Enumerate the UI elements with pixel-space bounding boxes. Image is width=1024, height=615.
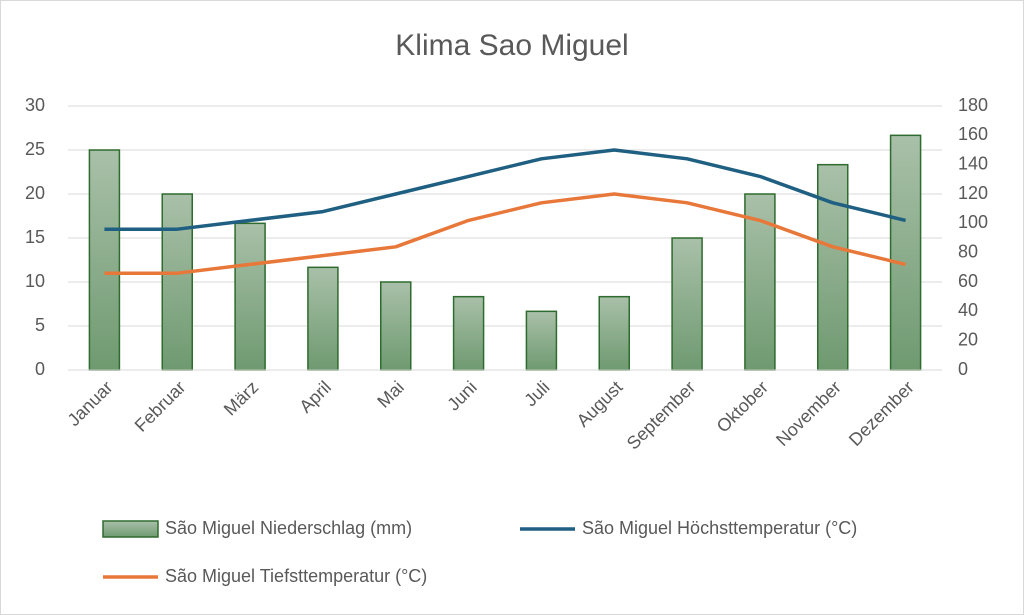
y2-tick-label: 40 [958,300,978,320]
y2-tick-label: 80 [958,241,978,261]
legend-label: São Miguel Höchsttemperatur (°C) [582,518,857,538]
y-tick-label: 15 [25,227,45,247]
bar [671,237,703,371]
y-tick-label: 30 [25,95,45,115]
y2-tick-label: 180 [958,95,988,115]
line [104,148,906,231]
bar [452,295,485,371]
y-tick-label: 5 [35,315,45,335]
y2-tick-label: 160 [958,124,988,144]
bar [161,193,193,371]
y-tick-label: 10 [25,271,45,291]
y-tick-label: 25 [25,139,45,159]
bar [525,310,558,371]
bar [817,163,849,371]
y2-tick-label: 100 [958,212,988,232]
chart-title: Klima Sao Miguel [395,29,628,62]
bar [889,134,922,371]
legend-swatch [102,520,159,538]
y2-tick-label: 120 [958,183,988,203]
y2-tick-label: 20 [958,329,978,349]
y2-tick-label: 140 [958,153,988,173]
y-tick-label: 20 [25,183,45,203]
bar [598,295,630,371]
y2-tick-label: 0 [958,359,968,379]
bar [88,149,121,371]
bar [234,222,266,371]
y-tick-label: 0 [35,359,45,379]
bar [307,266,339,371]
y2-tick-label: 60 [958,271,978,291]
line [104,192,906,275]
legend-label: São Miguel Niederschlag (mm) [165,518,412,538]
legend-label: São Miguel Tiefsttemperatur (°C) [165,566,427,586]
bar [380,281,412,371]
